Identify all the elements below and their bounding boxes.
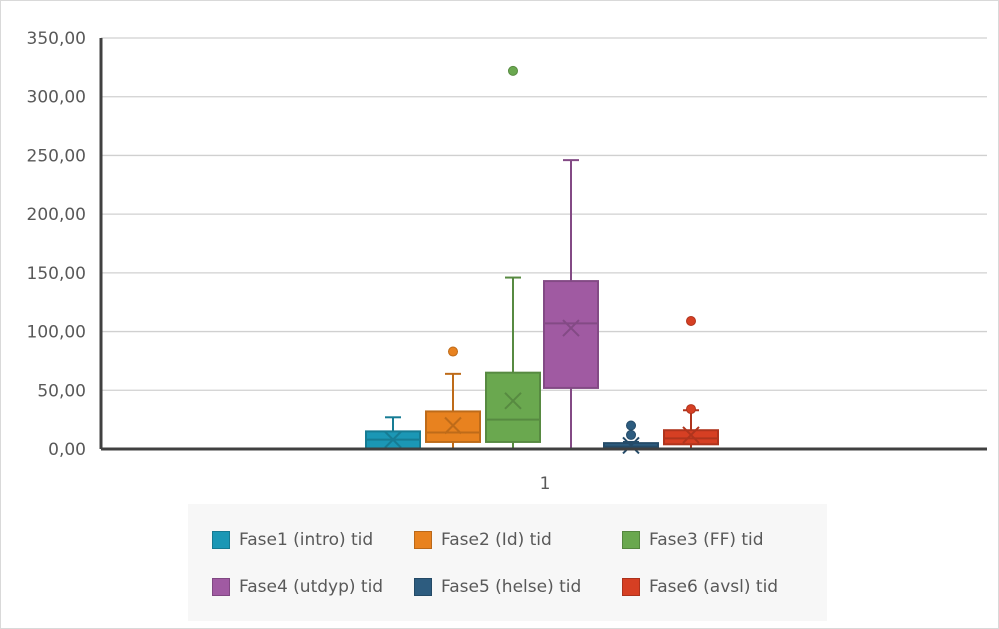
legend-label: Fase3 (FF) tid: [649, 530, 764, 550]
mean-marker: [444, 416, 462, 435]
box-6: [663, 316, 719, 449]
legend-item: Fase2 (Id) tid: [414, 528, 552, 552]
mean-marker: [504, 392, 522, 410]
mean-marker: [384, 430, 402, 449]
box-3: [485, 65, 541, 449]
box-2: [425, 346, 481, 449]
legend: Fase1 (intro) tid Fase2 (Id) tid Fase3 (FF…: [188, 504, 827, 621]
outlier-point: [686, 316, 696, 327]
legend-swatch: [414, 531, 432, 549]
box-4: [543, 159, 599, 449]
legend-swatch: [414, 578, 432, 596]
legend-label: Fase2 (Id) tid: [441, 530, 552, 550]
legend-label: Fase5 (helse) tid: [441, 577, 582, 597]
y-tick-label: 50,00: [37, 381, 86, 401]
legend-swatch: [622, 578, 640, 596]
box-iqr: [543, 280, 599, 389]
legend-item: Fase4 (utdyp) tid: [212, 575, 383, 599]
y-tick-label: 0,00: [48, 440, 86, 460]
box-1: [365, 416, 421, 450]
outlier-point: [626, 429, 636, 440]
gridlines: [101, 37, 987, 391]
box-iqr: [485, 371, 541, 443]
legend-item: Fase5 (helse) tid: [414, 575, 581, 599]
y-tick-label: 200,00: [27, 205, 86, 225]
box-series: [365, 65, 719, 455]
mean-marker: [682, 426, 700, 444]
mean-marker: [622, 436, 640, 455]
axes: [99, 38, 987, 451]
y-tick-label: 100,00: [27, 323, 86, 343]
legend-label: Fase6 (avsl) tid: [649, 577, 779, 597]
outlier-point: [448, 346, 458, 357]
outlier-point: [508, 65, 518, 76]
outlier-point: [686, 404, 696, 415]
legend-item: Fase1 (intro) tid: [212, 528, 373, 552]
y-tick-label: 150,00: [27, 264, 86, 284]
legend-swatch: [212, 531, 230, 549]
y-axis-tick-labels: 0,00 50,00 100,00 150,00 200,00 250,00 300,00 3…: [27, 29, 86, 460]
legend-label: Fase1 (intro) tid: [239, 530, 374, 550]
x-category-label: 1: [540, 474, 551, 494]
legend-swatch: [212, 578, 230, 596]
box-iqr: [663, 429, 719, 446]
y-tick-label: 350,00: [27, 29, 86, 49]
legend-label: Fase4 (utdyp) tid: [239, 577, 384, 597]
mean-marker: [562, 319, 580, 337]
legend-swatch: [622, 531, 640, 549]
legend-item: Fase6 (avsl) tid: [622, 575, 778, 599]
outlier-point: [626, 420, 636, 431]
y-tick-label: 250,00: [27, 146, 86, 166]
y-tick-label: 300,00: [27, 88, 86, 108]
legend-item: Fase3 (FF) tid: [622, 528, 764, 552]
